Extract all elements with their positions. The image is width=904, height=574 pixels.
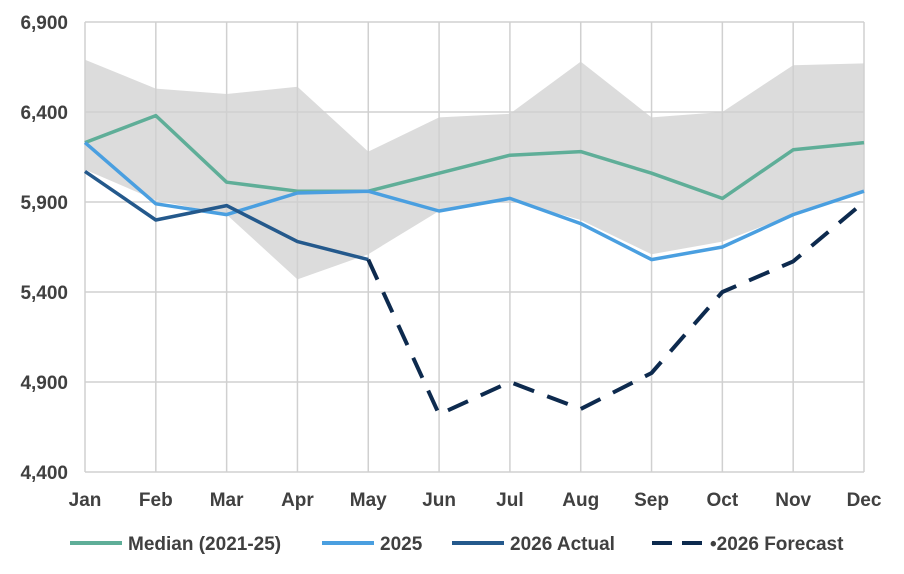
series-line-3 (366, 200, 866, 417)
legend-label-1: 2025 (380, 534, 423, 555)
series-layer (83, 113, 866, 417)
range-band (85, 59, 864, 280)
y-tick-label: 5,900 (20, 193, 68, 214)
x-tick-label: Mar (210, 490, 244, 511)
x-tick-label: Jul (496, 490, 523, 511)
series-line-0 (84, 113, 865, 201)
x-tick-label: Sep (634, 490, 669, 511)
series-line-2 (84, 169, 369, 262)
x-tick-label: Jun (422, 490, 456, 511)
y-tick-label: 5,400 (20, 283, 68, 304)
legend: Median (2021-25) 2025 2026 Actual •2026 For… (70, 534, 844, 555)
series-line-1 (83, 141, 865, 262)
range-band-layer (85, 59, 864, 280)
y-tick-label: 6,900 (20, 13, 68, 34)
y-axis-ticks: 4,400 4,900 5,400 5,900 6,400 6,900 (20, 13, 68, 484)
x-tick-label: May (350, 490, 387, 511)
x-axis-ticks: Jan Feb Mar Apr May Jun Jul Aug Sep Oct Nov Dec (69, 490, 882, 511)
y-tick-label: 4,900 (20, 373, 68, 394)
x-tick-label: Nov (775, 490, 811, 511)
legend-label-0: Median (2021-25) (128, 534, 281, 555)
grid-layer (84, 21, 865, 473)
x-tick-label: Apr (281, 490, 314, 511)
x-tick-label: Dec (847, 490, 882, 511)
x-tick-label: Jan (69, 490, 102, 511)
y-tick-label: 4,400 (20, 463, 68, 484)
legend-label-2: 2026 Actual (510, 534, 615, 555)
legend-label-3: •2026 Forecast (710, 534, 844, 555)
y-tick-label: 6,400 (20, 103, 68, 124)
x-tick-label: Oct (707, 490, 739, 511)
x-tick-label: Aug (562, 490, 599, 511)
x-tick-label: Feb (139, 490, 173, 511)
